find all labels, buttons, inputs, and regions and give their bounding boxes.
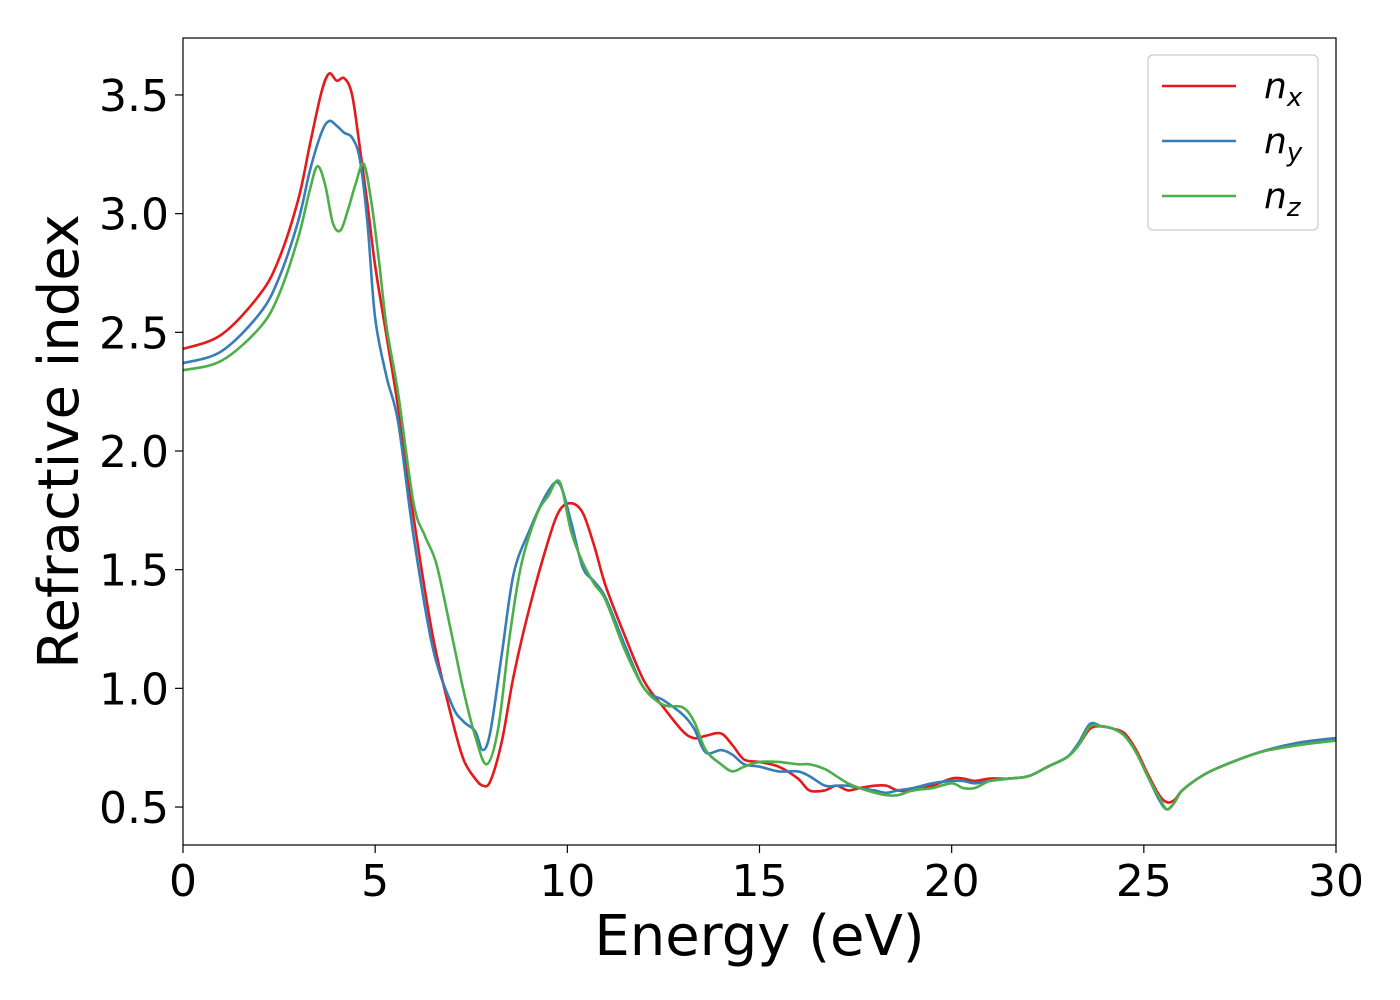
legend-box (1147, 54, 1319, 231)
legend-label-name: n (1264, 66, 1287, 107)
x-tick-label: 25 (1116, 856, 1172, 907)
x-axis: 0 5 10 15 20 25 30 (169, 845, 1364, 907)
legend-label-subscript: z (1286, 193, 1302, 223)
legend-label-name: n (1264, 176, 1287, 217)
x-tick-label: 5 (361, 856, 389, 907)
series-layer (183, 72, 1336, 811)
y-tick-label: 0.5 (99, 783, 169, 834)
y-tick-label: 1.5 (99, 546, 169, 597)
y-tick-label: 2.5 (99, 308, 169, 359)
y-tick-label: 2.0 (99, 427, 169, 478)
y-tick-label: 1.0 (99, 664, 169, 715)
legend-label-nx: nx (1264, 66, 1303, 113)
x-tick-label: 30 (1308, 856, 1364, 907)
y-axis-title: Refractive index (27, 214, 92, 669)
legend-label-subscript: y (1286, 138, 1303, 168)
legend-label-ny: ny (1264, 121, 1303, 168)
x-tick-label: 20 (924, 856, 980, 907)
x-tick-label: 15 (732, 856, 788, 907)
x-axis-title: Energy (eV) (594, 904, 924, 969)
y-tick-label: 3.5 (99, 71, 169, 122)
legend-label-name: n (1264, 121, 1287, 162)
legend-label-nz: nz (1264, 176, 1302, 223)
x-tick-label: 10 (539, 856, 595, 907)
y-tick-label: 3.0 (99, 190, 169, 241)
series-line-nz (183, 162, 1336, 811)
legend-label-subscript: x (1286, 83, 1303, 113)
x-tick-label: 0 (169, 856, 197, 907)
y-axis: 0.5 1.0 1.5 2.0 2.5 3.0 3.5 (99, 71, 183, 834)
